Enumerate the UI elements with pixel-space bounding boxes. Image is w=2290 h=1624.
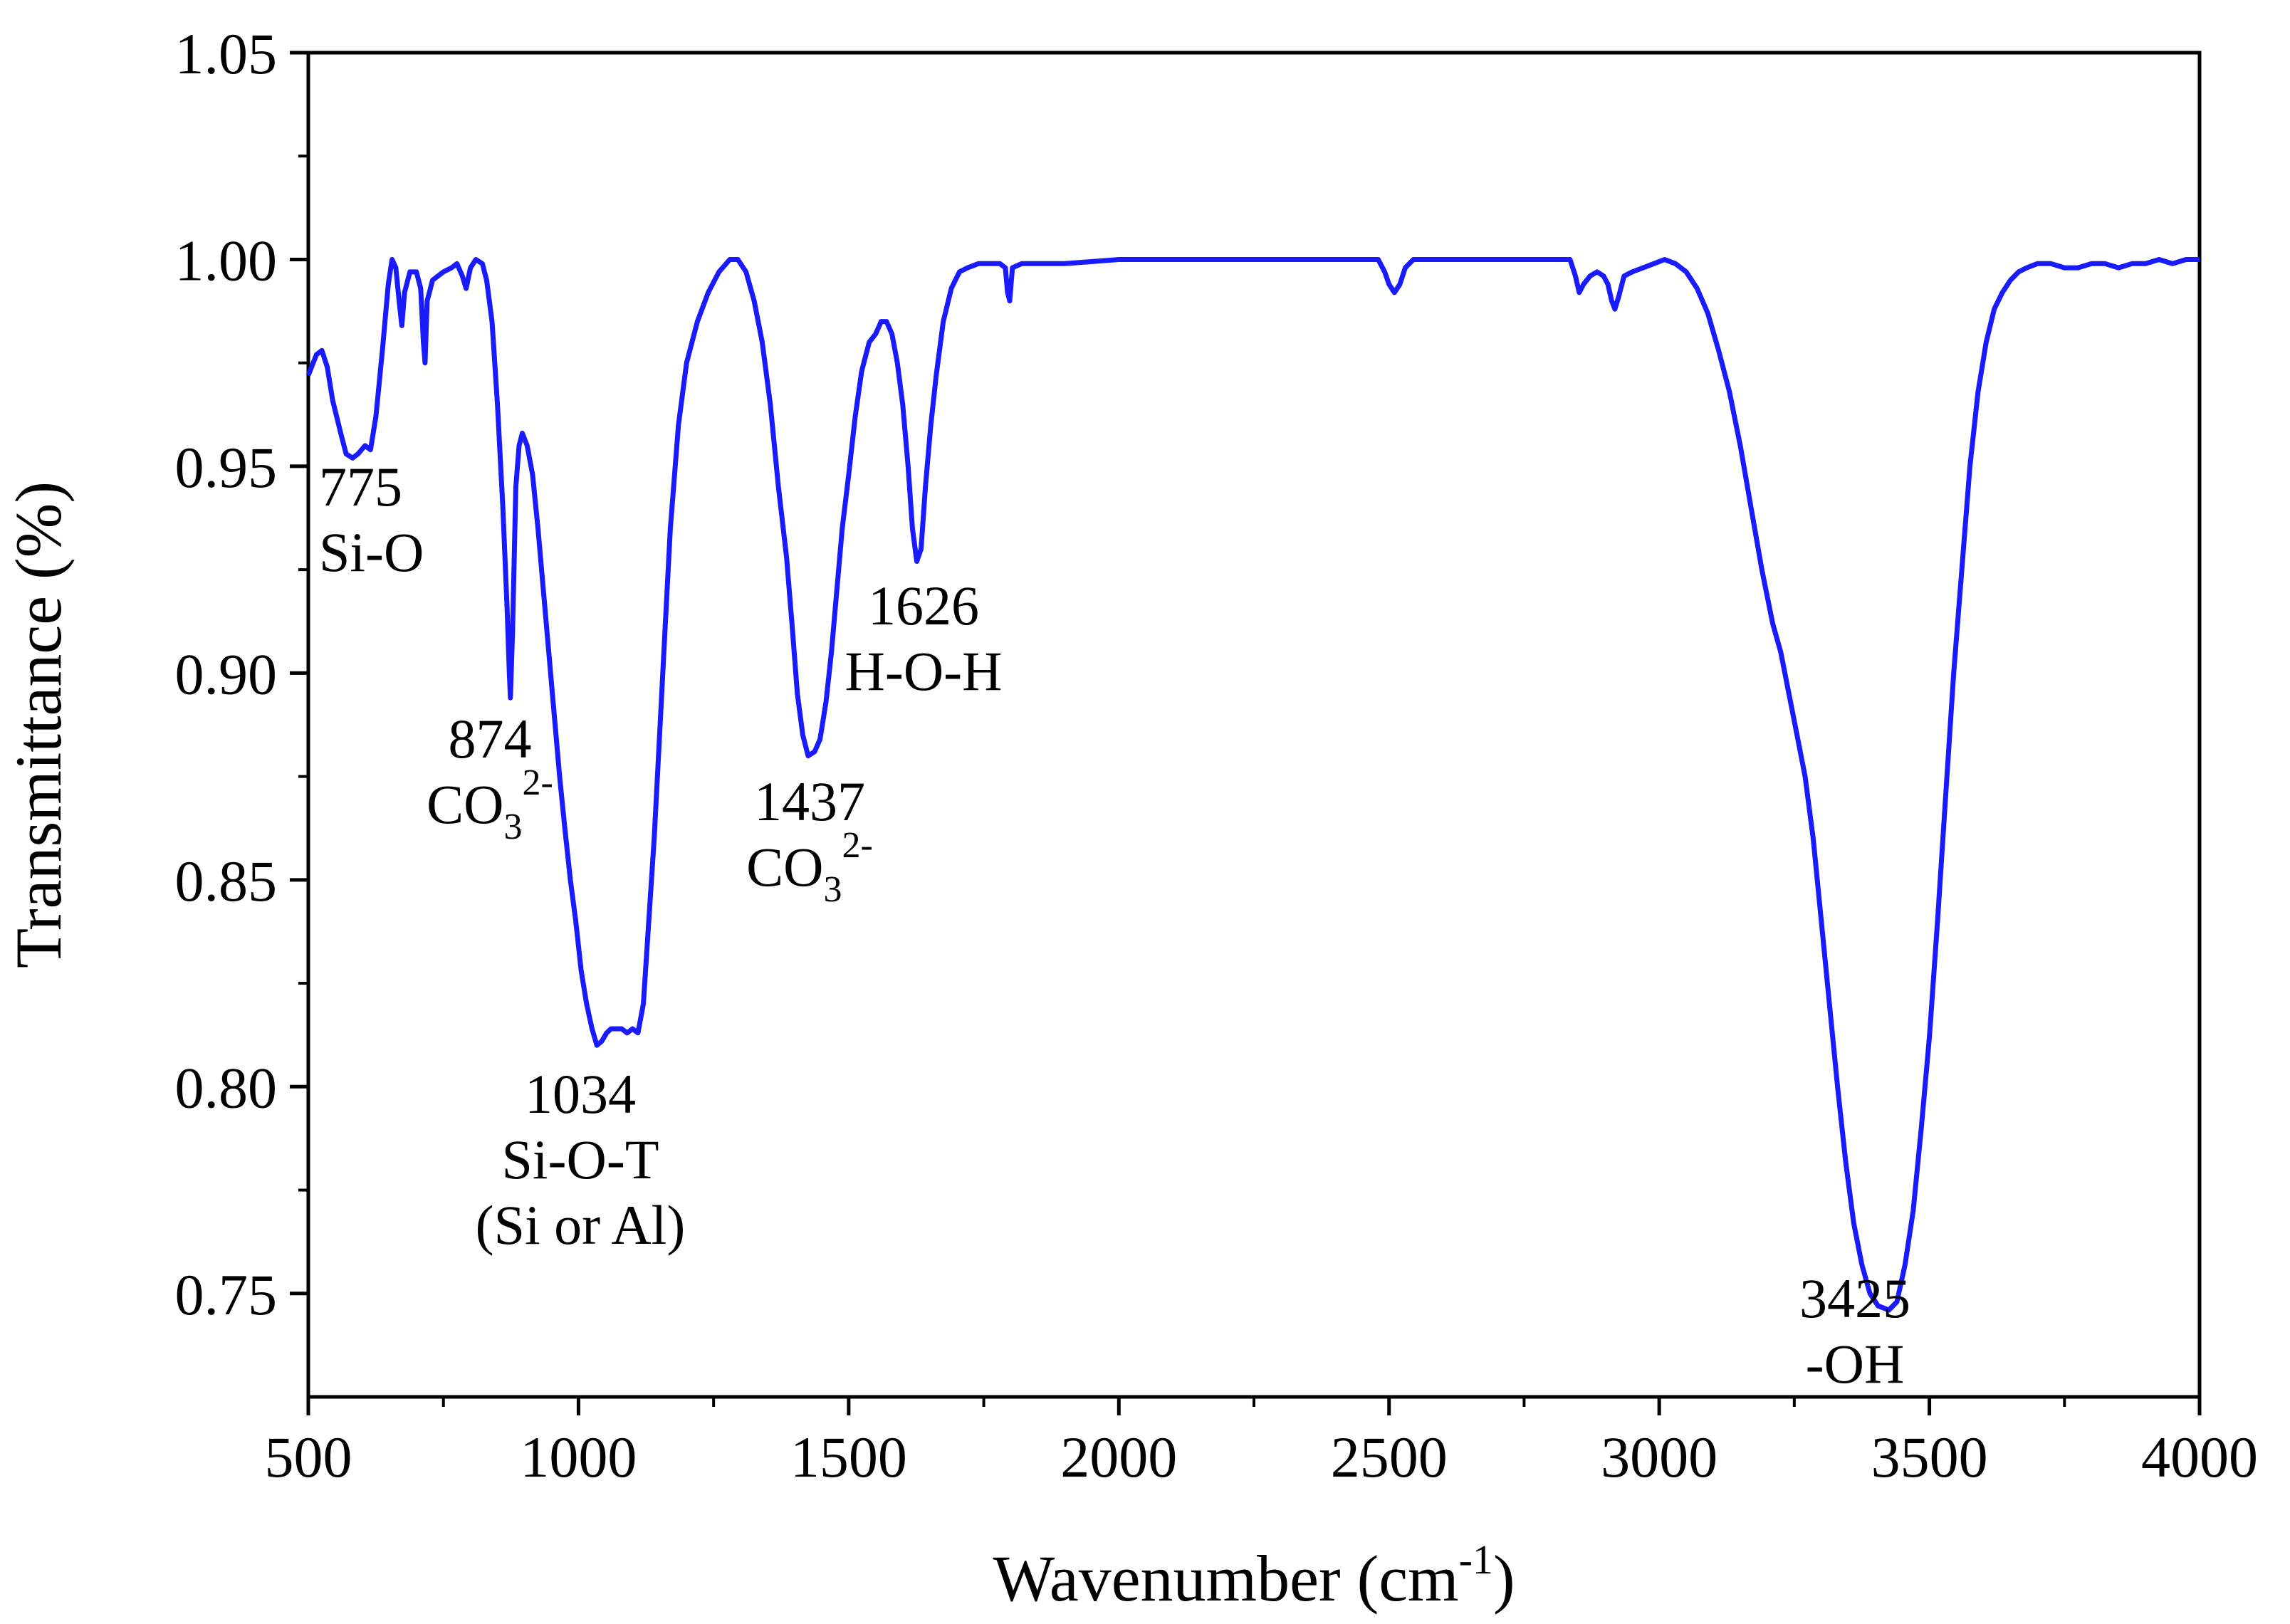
x-tick-label: 4000 [2141, 1425, 2258, 1489]
x-axis-label: Wavenumber (cm-1) [993, 1536, 1515, 1615]
x-tick-label: 500 [265, 1425, 352, 1489]
annotation-line: 1626 [868, 575, 979, 636]
y-tick-label: 0.75 [175, 1262, 278, 1327]
y-tick-label: 1.05 [175, 21, 278, 86]
y-tick-label: 0.95 [175, 435, 278, 500]
x-tick-label: 2000 [1060, 1425, 1177, 1489]
spectrum-line [305, 257, 2200, 1313]
x-axis: 500 1000 1500 2000 2500 3000 3500 4000 [265, 1397, 2258, 1489]
y-tick-label: 0.85 [175, 849, 278, 913]
y-tick-label: 1.00 [175, 228, 278, 293]
peak-annotation: 3425-OH [1799, 1267, 1910, 1395]
y-axis-label: Transmittance (%) [2, 481, 75, 968]
y-tick-label: 0.80 [175, 1055, 278, 1120]
annotation-line: CO32- [746, 825, 873, 910]
annotation-line: -OH [1806, 1333, 1905, 1395]
annotation-line: H-O-H [845, 640, 1003, 702]
annotation-line: Si-O-T [502, 1128, 659, 1190]
x-tick-label: 2500 [1331, 1425, 1448, 1489]
x-tick-label: 1000 [520, 1425, 637, 1489]
x-tick-label: 1500 [790, 1425, 907, 1489]
x-tick-label: 3500 [1871, 1425, 1988, 1489]
annotation-line: 775 [319, 456, 402, 518]
annotation-line: 1437 [754, 770, 865, 832]
annotation-line: 874 [449, 708, 532, 770]
x-axis-label-main: Wavenumber (cm [993, 1542, 1458, 1615]
annotation-line: Si-O [319, 521, 424, 583]
annotation-line: (Si or Al) [476, 1194, 686, 1256]
series-layer [305, 257, 2200, 1313]
annotation-line: 3425 [1799, 1267, 1910, 1329]
x-axis-label-tail: ) [1493, 1542, 1515, 1615]
y-tick-label: 0.90 [175, 641, 278, 706]
x-tick-label: 3000 [1601, 1425, 1718, 1489]
annotation-line: CO32- [427, 763, 553, 847]
y-axis: 0.75 0.80 0.85 0.90 0.95 1.00 1.05 [175, 21, 308, 1327]
x-axis-label-sup: -1 [1459, 1536, 1493, 1583]
annotation-line: 1034 [525, 1063, 636, 1125]
